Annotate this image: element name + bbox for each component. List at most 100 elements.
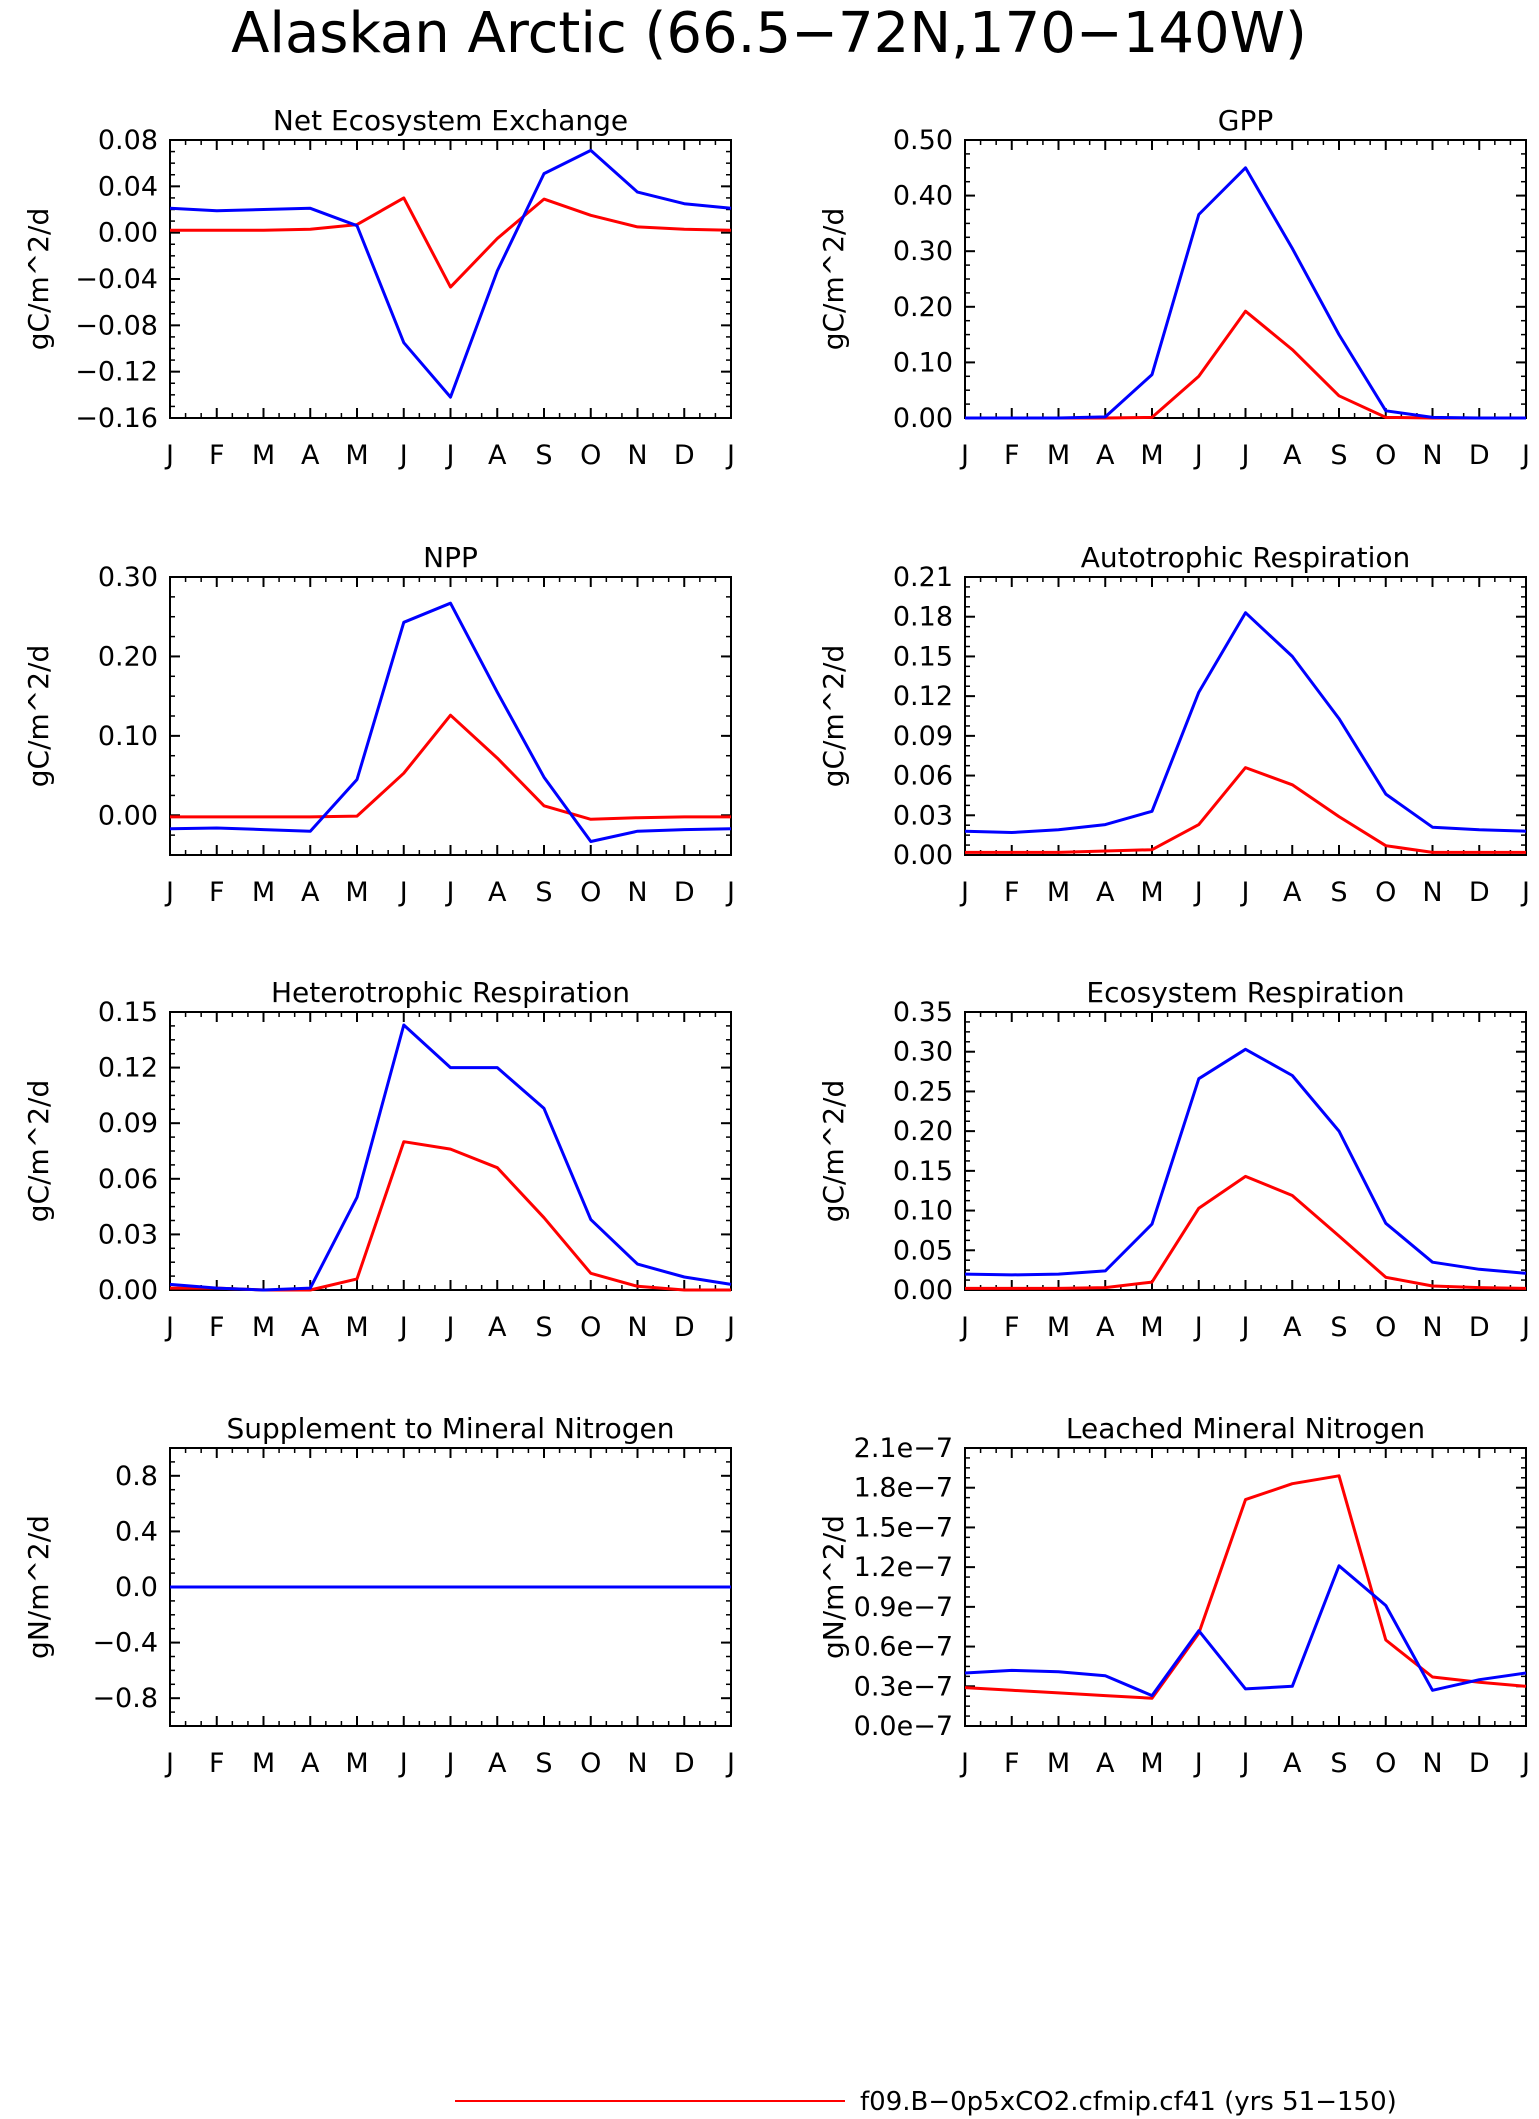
x-tick-label: D: [1469, 877, 1490, 908]
y-tick-label: 0.03: [893, 800, 953, 831]
y-tick-label: 0.12: [98, 1053, 158, 1084]
x-tick-label: M: [345, 1748, 368, 1779]
x-tick-label: D: [674, 1748, 695, 1779]
series-line-blue: [169, 601, 732, 843]
x-tick-label: A: [1096, 877, 1115, 908]
series-line-red: [965, 309, 1526, 420]
panel-autotrophic-respiration: Autotrophic Respiration gC/m^2/d 0.21 0.18 0…: [817, 541, 1530, 908]
x-tick-label: S: [1330, 877, 1347, 908]
x-tick-label: N: [627, 440, 647, 471]
y-tick-label: 1.2e−7: [854, 1552, 953, 1583]
y-tick-label: 0.20: [893, 292, 953, 323]
series-line-blue: [169, 1023, 732, 1292]
series-line-red: [170, 713, 731, 821]
x-tick-label: S: [535, 440, 552, 471]
y-tick-label: −0.12: [75, 357, 158, 388]
y-axis-label: gC/m^2/d: [817, 645, 850, 788]
y-tick-label: −0.8: [92, 1683, 158, 1714]
y-tick-label: 0.30: [98, 562, 158, 593]
y-tick-label: 0.8: [115, 1461, 158, 1492]
x-tick-label: O: [1375, 440, 1396, 471]
y-tick-label: 0.00: [893, 403, 953, 434]
y-tick-label: 1.8e−7: [854, 1473, 953, 1504]
y-tick-label: 0.20: [893, 1116, 953, 1147]
x-tick-label: J: [164, 877, 174, 908]
y-tick-label: 0.50: [893, 125, 953, 156]
x-tick-label: A: [488, 1312, 507, 1343]
x-tick-label: J: [1240, 1312, 1250, 1343]
y-tick-label: 0.25: [893, 1076, 953, 1107]
series-line-blue: [169, 148, 732, 399]
x-tick-label: O: [580, 440, 601, 471]
x-tick-label: D: [674, 440, 695, 471]
x-tick-label: A: [488, 440, 507, 471]
x-tick-label: M: [1047, 1748, 1070, 1779]
x-tick-label: J: [398, 877, 408, 908]
series-line-blue: [965, 166, 1526, 420]
x-tick-label: M: [1140, 1748, 1163, 1779]
y-axis-label: gC/m^2/d: [22, 208, 55, 351]
y-axis-label: gC/m^2/d: [817, 1080, 850, 1223]
x-tick-label: J: [1240, 1748, 1250, 1779]
x-tick-label: F: [1004, 1312, 1020, 1343]
x-tick-label: M: [345, 877, 368, 908]
y-tick-label: 1.5e−7: [854, 1512, 953, 1543]
x-tick-label: J: [398, 1312, 408, 1343]
x-tick-label: S: [1330, 1312, 1347, 1343]
y-tick-label: −0.4: [92, 1628, 158, 1659]
x-tick-label: O: [1375, 1748, 1396, 1779]
y-tick-label: 2.1e−7: [854, 1433, 953, 1464]
x-tick-label: M: [1140, 1312, 1163, 1343]
x-tick-label: M: [252, 877, 275, 908]
x-tick-label: M: [1140, 440, 1163, 471]
x-tick-label: A: [301, 440, 320, 471]
plot-frame: [169, 139, 732, 419]
y-tick-label: 0.10: [98, 721, 158, 752]
y-axis-label: gC/m^2/d: [817, 208, 850, 351]
x-tick-label: O: [1375, 877, 1396, 908]
y-tick-label: 0.18: [893, 602, 953, 633]
x-tick-label: M: [252, 440, 275, 471]
series-line-blue: [964, 1047, 1527, 1277]
y-tick-label: 0.0: [115, 1572, 158, 1603]
x-tick-label: J: [1520, 1312, 1530, 1343]
x-tick-label: A: [301, 877, 320, 908]
plot-frame: [964, 139, 1527, 419]
x-tick-label: D: [674, 1312, 695, 1343]
series-line-red: [170, 196, 732, 289]
x-tick-label: J: [959, 440, 969, 471]
x-tick-label: N: [627, 1312, 647, 1343]
y-tick-label: 0.20: [98, 641, 158, 672]
x-tick-label: A: [488, 1748, 507, 1779]
y-tick-label: 0.00: [893, 840, 953, 871]
x-tick-label: A: [488, 877, 507, 908]
y-tick-label: 0.4: [115, 1516, 158, 1547]
y-tick-label: 0.30: [893, 236, 953, 267]
x-tick-label: M: [1047, 440, 1070, 471]
x-tick-label: M: [1047, 877, 1070, 908]
x-tick-label: F: [1004, 1748, 1020, 1779]
x-tick-label: D: [1469, 1748, 1490, 1779]
x-tick-label: O: [580, 877, 601, 908]
y-tick-label: 0.10: [893, 347, 953, 378]
x-tick-label: J: [725, 1312, 735, 1343]
y-tick-label: 0.00: [98, 218, 158, 249]
page-title: Alaskan Arctic (66.5−72N,170−140W): [231, 1, 1307, 66]
panel-title: Net Ecosystem Exchange: [273, 104, 628, 137]
y-tick-label: 0.9e−7: [854, 1592, 953, 1623]
legend: f09.B−0p5xCO2.cfmip.cf41 (yrs 51−150): [455, 2087, 1397, 2117]
panel-title: Heterotrophic Respiration: [271, 976, 630, 1009]
x-tick-label: D: [674, 877, 695, 908]
panel-net-ecosystem-exchange: Net Ecosystem Exchange gC/m^2/d 0.08 0.04 0.…: [22, 104, 735, 471]
x-tick-label: A: [1096, 1312, 1115, 1343]
x-tick-label: N: [1422, 1312, 1442, 1343]
y-tick-label: 0.21: [893, 562, 953, 593]
x-tick-label: J: [445, 877, 455, 908]
x-tick-label: S: [535, 877, 552, 908]
y-tick-label: −0.08: [75, 310, 158, 341]
x-tick-label: J: [164, 440, 174, 471]
x-tick-label: D: [1469, 1312, 1490, 1343]
x-tick-label: A: [1096, 440, 1115, 471]
y-tick-label: −0.16: [75, 403, 158, 434]
y-tick-label: 0.00: [893, 1275, 953, 1306]
